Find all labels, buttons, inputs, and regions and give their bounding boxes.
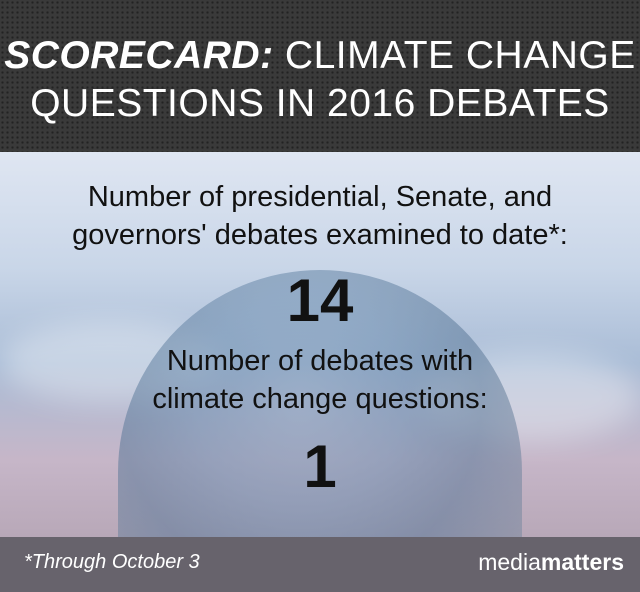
question-climate-line-1: Number of debates with [166, 345, 474, 377]
title-line-1: SCORECARD: CLIMATE CHANGE [0, 0, 640, 80]
footer: *Through October 3 mediamatters [0, 537, 640, 592]
logo-light: media [478, 549, 541, 575]
title-rest: CLIMATE CHANGE [284, 34, 636, 77]
question-debates-examined: Number of presidential, Senate, and gove… [72, 181, 568, 251]
media-matters-logo: mediamatters [478, 549, 624, 576]
logo-bold: matters [540, 549, 624, 575]
title-bold: SCORECARD: [4, 34, 274, 77]
question-climate-line-2: climate change questions: [152, 383, 488, 415]
value-climate-questions: 1 [303, 433, 337, 500]
stats: Number of presidential, Senate, and gove… [0, 152, 640, 502]
value-debates-examined: 14 [286, 267, 354, 334]
main-panel: Number of presidential, Senate, and gove… [0, 152, 640, 537]
footnote: *Through October 3 [24, 551, 200, 573]
title-line-2: QUESTIONS IN 2016 DEBATES [30, 82, 610, 125]
header-banner: SCORECARD: CLIMATE CHANGE QUESTIONS IN 2… [0, 0, 640, 152]
